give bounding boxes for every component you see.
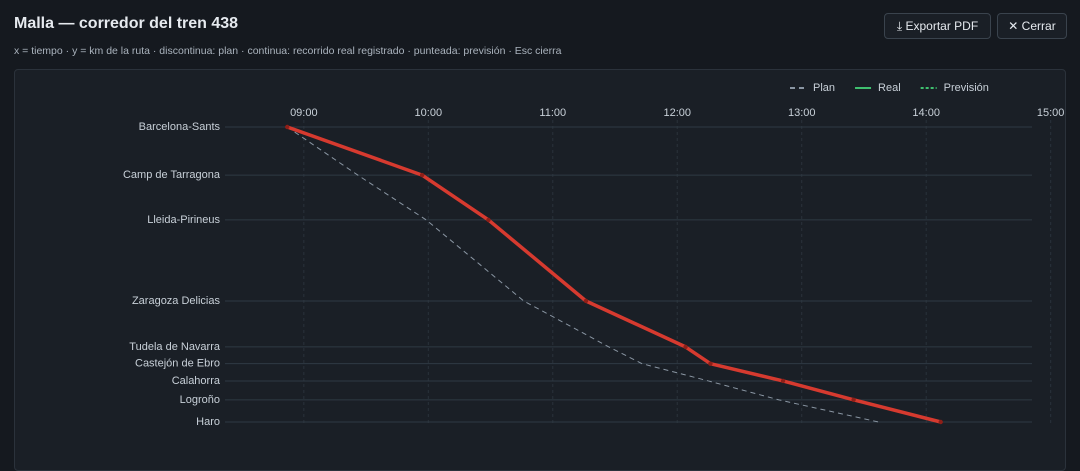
chart-panel — [14, 69, 1066, 471]
x-tick-label: 15:00 — [1037, 107, 1065, 119]
station-label: Castejón de Ebro — [135, 358, 220, 370]
series-point — [683, 344, 688, 350]
page: Malla — corredor del tren 438 x = tiempo… — [14, 13, 1067, 471]
station-label: Haro — [196, 416, 220, 425]
dialog-subtitle: x = tiempo · y = km de la ruta · discont… — [14, 45, 562, 57]
series-point — [851, 397, 856, 403]
series-line — [286, 125, 942, 424]
station-label: Logroño — [180, 394, 220, 406]
x-tick-label: 11:00 — [539, 107, 566, 119]
series-point — [583, 298, 589, 304]
series-point — [419, 172, 425, 178]
x-tick-label: 10:00 — [415, 107, 443, 119]
x-tick-label: 09:00 — [290, 107, 318, 119]
station-label: Barcelona-Sants — [139, 121, 221, 133]
x-tick-label: 14:00 — [912, 107, 940, 119]
station-label: Camp de Tarragona — [123, 169, 221, 181]
series-point — [780, 378, 786, 384]
dialog-title: Malla — corredor del tren 438 — [14, 15, 239, 32]
station-label: Zaragoza Delicias — [132, 295, 221, 307]
series-point — [285, 124, 290, 130]
x-tick-label: 13:00 — [788, 107, 816, 119]
close-button[interactable]: ✕ Cerrar — [997, 13, 1067, 39]
series-point — [486, 217, 491, 223]
export-button[interactable]: ⤓ Exportar PDF — [884, 13, 991, 39]
station-label: Calahorra — [172, 375, 221, 387]
series-line — [286, 126, 879, 423]
legend-label: Plan — [813, 82, 835, 94]
chart: 09:0010:0011:0012:0013:0014:0015:0016:00… — [123, 82, 1065, 425]
series-point — [938, 419, 943, 425]
station-label: Lleida-Pirineus — [147, 214, 220, 226]
series-point — [708, 361, 713, 366]
x-tick-label: 12:00 — [663, 107, 691, 119]
legend-label: Previsión — [944, 82, 989, 94]
legend-label: Real — [878, 82, 901, 94]
station-label: Tudela de Navarra — [129, 341, 221, 353]
